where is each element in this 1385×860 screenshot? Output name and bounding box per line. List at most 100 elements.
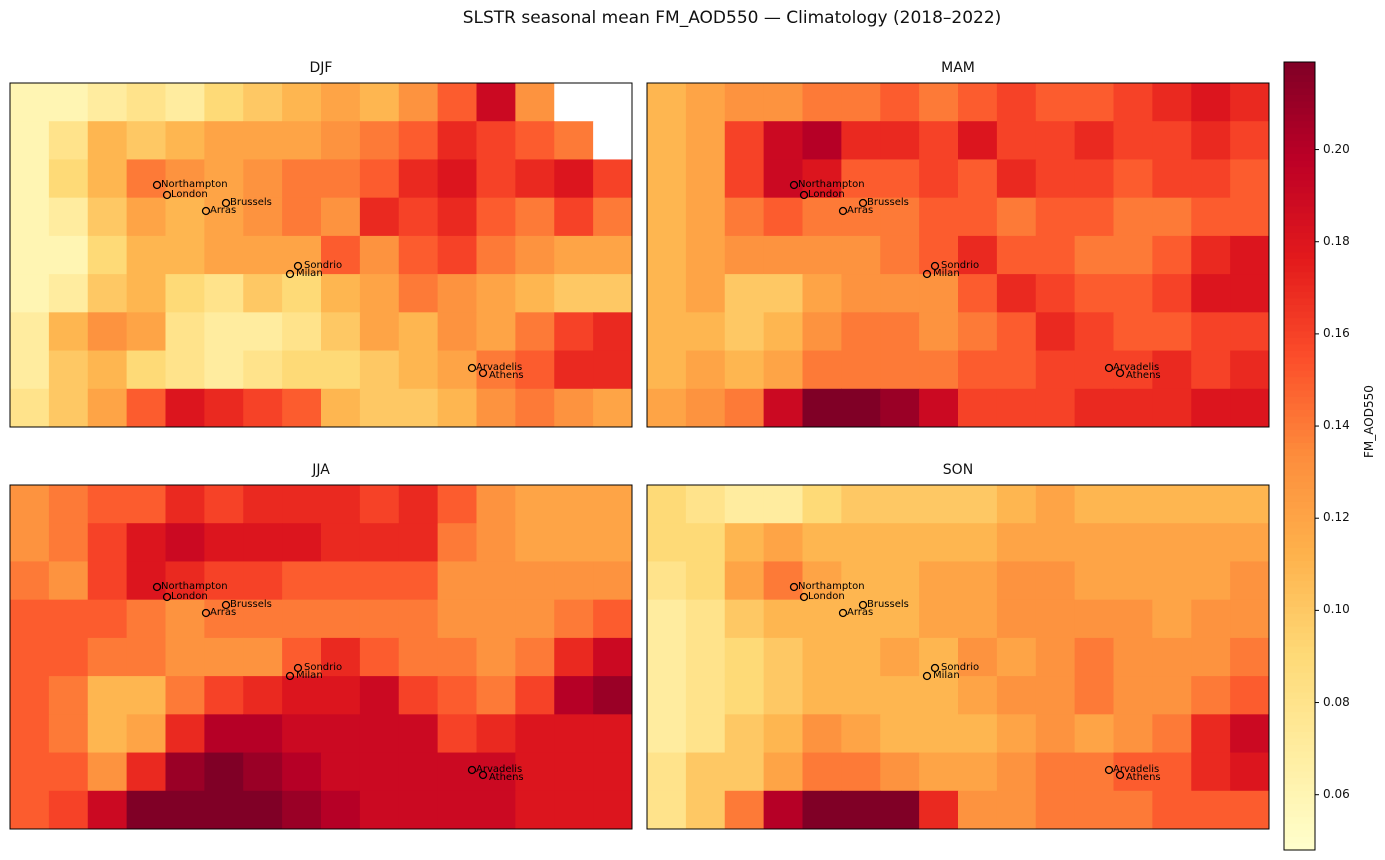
heatmap-cell (359, 83, 400, 122)
city-label: Athens (1126, 370, 1161, 381)
heatmap-cell (724, 83, 765, 122)
heatmap-cell (87, 485, 128, 524)
heatmap-cell (802, 714, 842, 754)
city-marker (201, 608, 211, 618)
heatmap-cell (841, 523, 881, 562)
heatmap-cell (958, 350, 998, 390)
colorbar-segment (1284, 318, 1315, 326)
heatmap-cell (126, 485, 166, 524)
heatmap-cell (647, 485, 687, 524)
heatmap-cell (10, 637, 50, 677)
heatmap-cell (515, 676, 555, 715)
heatmap-cell (1035, 388, 1076, 428)
heatmap-cell (1191, 676, 1231, 715)
heatmap-cell (1074, 523, 1114, 562)
colorbar-segment (1284, 331, 1315, 339)
heatmap-cell (802, 235, 842, 275)
heatmap-cell (87, 637, 128, 677)
colorbar-segment (1284, 528, 1315, 536)
heatmap-cell (880, 714, 920, 754)
heatmap-cell (48, 714, 89, 754)
heatmap-cell (919, 388, 959, 428)
heatmap-cell (204, 790, 244, 830)
heatmap-cell (398, 159, 439, 199)
heatmap-cell (359, 274, 400, 313)
heatmap-cell (515, 274, 555, 313)
colorbar-segment (1284, 416, 1315, 424)
heatmap-cell (282, 752, 322, 792)
heatmap-cell (593, 676, 633, 715)
heatmap-cell (1230, 121, 1270, 160)
heatmap-cell (1113, 714, 1153, 754)
heatmap-cell (1230, 599, 1270, 639)
heatmap-cell (1035, 83, 1076, 122)
colorbar-segment (1284, 804, 1315, 812)
heatmap-cell (515, 790, 555, 830)
colorbar-segment (1284, 830, 1315, 838)
heatmap-cell (919, 159, 959, 199)
heatmap-cell (763, 561, 803, 601)
heatmap-cell (802, 637, 842, 677)
colorbar-segment (1284, 350, 1315, 359)
heatmap-cell (1152, 485, 1192, 524)
heatmap-cell (165, 790, 205, 830)
colorbar-segment (1284, 521, 1315, 529)
heatmap-cell (476, 312, 516, 352)
city-marker (478, 770, 488, 780)
heatmap-cell (685, 197, 726, 237)
heatmap-cell (321, 599, 361, 639)
heatmap-cell (321, 121, 361, 160)
heatmap-cell (165, 485, 205, 524)
colorbar-segment (1284, 725, 1315, 733)
heatmap-cell (1152, 714, 1192, 754)
heatmap-cell (1191, 121, 1231, 160)
heatmap-cell (204, 121, 244, 160)
colorbar-tick-label: 0.08 (1323, 694, 1350, 709)
heatmap-cell (593, 274, 633, 313)
heatmap-cell (802, 159, 842, 199)
colorbar-segment (1284, 285, 1315, 293)
heatmap-cell (87, 197, 128, 237)
heatmap-cell (996, 197, 1037, 237)
city-marker (201, 206, 211, 216)
city-marker (285, 671, 295, 681)
heatmap-cell (126, 350, 166, 390)
heatmap-cell (48, 388, 89, 428)
heatmap-cell (321, 637, 361, 677)
heatmap-cell (996, 159, 1037, 199)
heatmap-cell (359, 350, 400, 390)
heatmap-cell (647, 676, 687, 715)
heatmap-cell (958, 714, 998, 754)
colorbar-segment (1284, 501, 1315, 510)
heatmap-cell (647, 121, 687, 160)
heatmap-cell (282, 599, 322, 639)
heatmap-cell (282, 637, 322, 677)
colorbar-segment (1284, 311, 1315, 319)
heatmap-cell (802, 599, 842, 639)
heatmap-cell (359, 485, 400, 524)
colorbar-segment (1284, 810, 1315, 818)
heatmap-cell (321, 274, 361, 313)
colorbar-tick-label: 0.20 (1323, 141, 1350, 156)
heatmap-cell (880, 523, 920, 562)
heatmap-cell (243, 312, 283, 352)
heatmap-cell (10, 235, 50, 275)
heatmap-cell (1152, 235, 1192, 275)
colorbar-segment (1284, 140, 1315, 148)
heatmap-cell (321, 523, 361, 562)
city-label: Arras (847, 205, 873, 216)
heatmap-cell (1152, 274, 1192, 313)
heatmap-cell (685, 790, 726, 830)
heatmap-cell (243, 121, 283, 160)
heatmap-cell (919, 350, 959, 390)
heatmap-cell (1152, 197, 1192, 237)
heatmap-cell (958, 637, 998, 677)
heatmap-cell (685, 599, 726, 639)
heatmap-cell (398, 121, 439, 160)
city-label: Brussels (867, 599, 909, 610)
colorbar-segment (1284, 410, 1315, 418)
colorbar-segment (1284, 442, 1315, 451)
heatmap-cell (10, 274, 50, 313)
heatmap-cell (996, 121, 1037, 160)
